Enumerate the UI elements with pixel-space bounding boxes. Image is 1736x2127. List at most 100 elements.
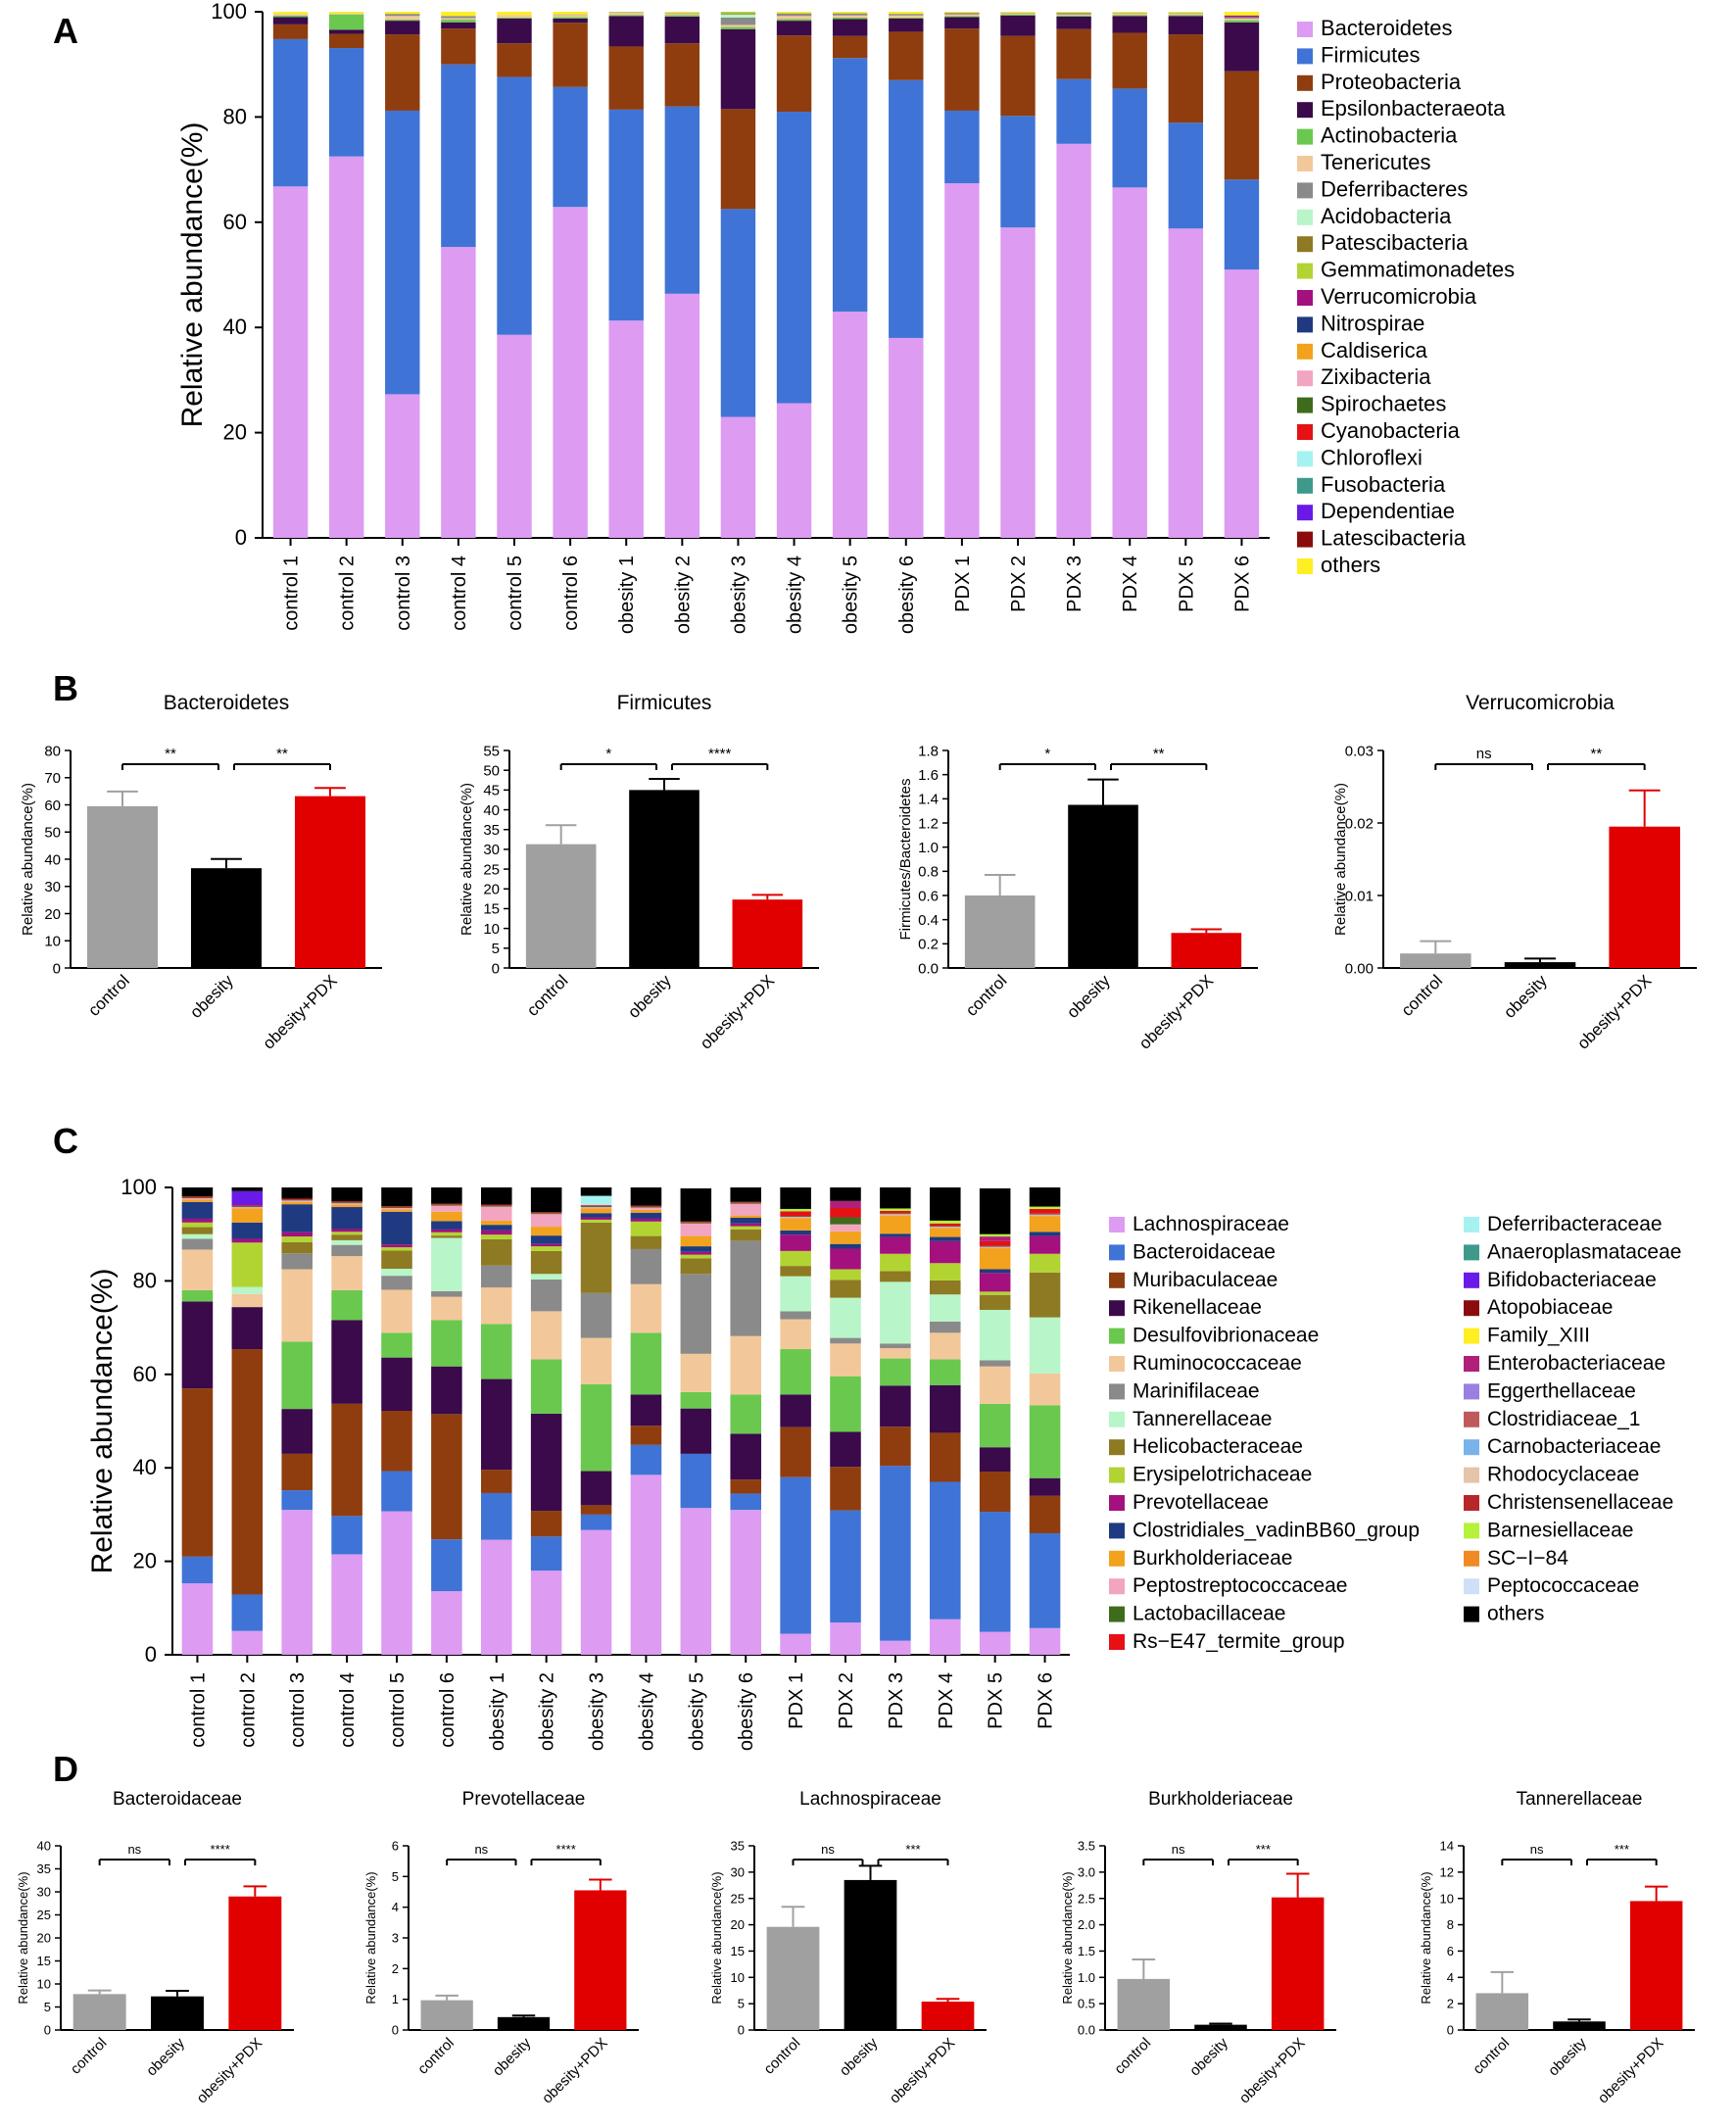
x-tick-label: obesity 4	[785, 556, 806, 634]
legend-label-lachnospiraceae: Lachnospiraceae	[1133, 1213, 1289, 1235]
significance-label: **	[276, 746, 288, 762]
bar-segment-actinobacteria	[441, 20, 476, 23]
bar-segment-acidobacteria	[720, 14, 756, 18]
x-tick-label: obesity 1	[487, 1672, 508, 1751]
bar-control	[1400, 953, 1471, 968]
bar-segment-bacteroidetes	[553, 207, 588, 539]
bar-segment-proteobacteria	[385, 34, 420, 111]
bar-segment-others	[1029, 1187, 1061, 1207]
bar-segment-clostridiales-vadinbb60-group	[979, 1269, 1011, 1274]
bar-segment-ruminococcaceae	[830, 1343, 861, 1377]
y-tick-label: 80	[44, 743, 61, 759]
bar-segment-barnesiellaceae	[930, 1220, 961, 1224]
bar-segment-bacteroidaceae	[979, 1512, 1011, 1632]
bar-segment-proteobacteria	[328, 33, 364, 49]
y-axis-title: Relative abundance(%)	[86, 1269, 119, 1574]
bar-segment-deferribacteres	[385, 14, 420, 17]
bar-segment-burkholderiaceae	[530, 1227, 562, 1236]
legend-label-clostridiaceae-1: Clostridiaceae_1	[1487, 1408, 1640, 1430]
bar-segment-marinifilaceae	[880, 1343, 911, 1349]
y-tick-label: 20	[731, 1917, 745, 1932]
bar-segment-lactobacillaceae	[231, 1206, 264, 1208]
bar-segment-rs-e47-termite-group	[331, 1201, 362, 1203]
bar-segment-tannerellaceae	[830, 1297, 861, 1338]
x-tick-label: control 6	[560, 556, 582, 631]
bar-segment-firmicutes	[328, 48, 364, 157]
legend-label-tenericutes: Tenericutes	[1321, 150, 1431, 174]
bar-segment-muribaculaceae	[580, 1505, 612, 1515]
bar-segment-clostridiales-vadinbb60-group	[1029, 1232, 1061, 1236]
y-tick-label: 0.5	[1078, 1997, 1095, 2011]
bar-segment-peptostreptococcaceae	[481, 1206, 512, 1221]
bar-segment-epsilonbacteraeota	[553, 18, 588, 24]
bar-segment-marinifilaceae	[979, 1360, 1011, 1367]
bar-segment-deferribacteres	[664, 13, 700, 14]
panel-label-group: A B C D	[53, 11, 78, 1789]
bar-segment-rs-e47-termite-group	[530, 1212, 562, 1214]
bar-segment-helicobacteraceae	[930, 1280, 961, 1295]
x-tick-label: obesity 1	[616, 556, 638, 634]
bar-segment-desulfovibrionaceae	[281, 1341, 313, 1410]
bar-segment-tannerellaceae	[930, 1294, 961, 1322]
y-tick-label: 1.5	[1078, 1944, 1095, 1958]
legend-swatch-tenericutes	[1297, 156, 1313, 171]
bar-control	[72, 1994, 126, 2030]
x-tick-label: obesity	[624, 971, 675, 1022]
bar-segment-burkholderiaceae	[231, 1208, 264, 1223]
legend-label-caldiserica: Caldiserica	[1321, 338, 1428, 363]
y-axis-title: Relative abundance(%)	[1060, 1871, 1075, 2004]
significance-label: ns	[1172, 1842, 1185, 1857]
bar-segment-rikenellaceae	[780, 1394, 811, 1427]
legend-swatch-helicobacteraceae	[1109, 1439, 1125, 1456]
bar-segment-ruminococcaceae	[780, 1319, 811, 1350]
bar-segment-helicobacteraceae	[381, 1250, 412, 1269]
bar-segment-desulfovibrionaceae	[331, 1289, 362, 1321]
legend-swatch-fusobacteria	[1297, 477, 1313, 494]
bar-segment-erysipelotrichaceae	[481, 1234, 512, 1239]
y-tick-label: 0.02	[1345, 815, 1374, 832]
bar-segment-prevotellaceae	[431, 1229, 462, 1233]
y-axis-title: Relative abundance(%)	[1419, 1871, 1433, 2004]
bar-segment-epsilonbacteraeota	[889, 18, 924, 32]
bar-segment-clostridiales-vadinbb60-group	[331, 1207, 362, 1230]
significance-label: ***	[905, 1842, 920, 1857]
bar-segment-bacteroidaceae	[381, 1471, 412, 1512]
bar-segment-lachnospiraceae	[530, 1571, 562, 1655]
bar-segment-deferribacteres	[889, 14, 924, 16]
y-tick-label: 6	[392, 1839, 399, 1854]
bar-segment-ruminococcaceae	[181, 1249, 214, 1290]
bar-segment-muribaculaceae	[481, 1470, 512, 1493]
bar-segment-helicobacteraceae	[431, 1235, 462, 1238]
bar-segment-desulfovibrionaceae	[780, 1349, 811, 1395]
bar-segment-prevotellaceae	[880, 1236, 911, 1254]
bar-segment-epsilonbacteraeota	[328, 29, 364, 34]
bar-segment-muribaculaceae	[930, 1432, 961, 1482]
bar-segment-others	[331, 1187, 362, 1202]
bar-segment-proteobacteria	[608, 46, 644, 110]
bar-obesity-pdx	[921, 2001, 975, 2030]
legend-label-deferribacteres: Deferribacteres	[1321, 176, 1468, 201]
legend-swatch-patescibacteria	[1297, 236, 1313, 253]
subplot-title: Verrucomicrobia	[1466, 692, 1615, 714]
bar-segment-bacteroidetes	[497, 334, 532, 538]
legend-swatch-enterobacteriaceae	[1464, 1356, 1479, 1372]
bar-segment-tannerellaceae	[181, 1233, 214, 1239]
bar-segment-firmicutes	[1224, 179, 1260, 270]
x-tick-label: obesity	[837, 2034, 882, 2079]
legend-swatch-nitrospirae	[1297, 316, 1313, 333]
y-tick-label: 0.0	[918, 960, 939, 977]
legend-label-patescibacteria: Patescibacteria	[1321, 230, 1469, 255]
bar-segment-others	[832, 12, 868, 14]
bar-segment-rikenellaceae	[181, 1301, 214, 1389]
bar-segment-peptostreptococcaceae	[979, 1246, 1011, 1249]
subplot-title: Prevotellaceae	[462, 1789, 586, 1810]
bar-segment-peptostreptococcaceae	[580, 1207, 612, 1209]
bar-segment-actinobacteria	[1112, 15, 1147, 17]
bar-segment-clostridiales-vadinbb60-group	[780, 1230, 811, 1235]
bar-segment-epsilonbacteraeota	[441, 22, 476, 29]
bar-segment-tannerellaceae	[1029, 1317, 1061, 1374]
legend-swatch-muribaculaceae	[1109, 1272, 1125, 1288]
legend-label-acidobacteria: Acidobacteria	[1321, 204, 1452, 228]
bar-segment-others	[530, 1187, 562, 1213]
